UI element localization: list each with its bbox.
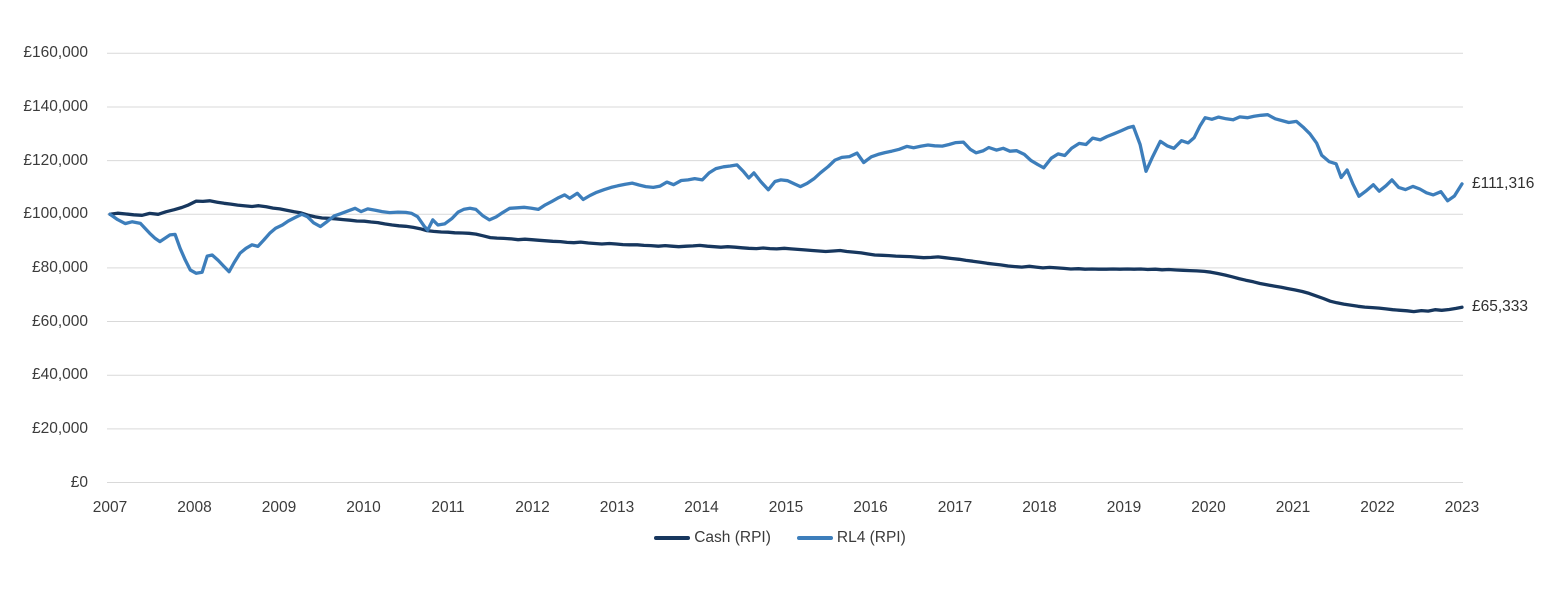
series-line-rl4-rpi- [108,113,1464,275]
x-axis-label: 2018 [1022,499,1057,516]
x-axis-label: 2021 [1275,499,1311,516]
x-axis-label: 2010 [346,499,381,516]
x-axis-label: 2009 [261,499,297,516]
x-axis-label: 2012 [515,499,550,516]
rl4-line-swatch [796,536,833,540]
x-axis-label: 2022 [1360,499,1395,516]
y-axis-label: £60,000 [31,312,88,330]
x-axis-label: 2016 [853,499,888,516]
rl4-end-value-label: £111,316 [1472,174,1535,192]
legend-label-rl4: RL4 (RPI) [836,529,906,546]
y-axis-label: £100,000 [23,205,88,223]
y-axis-label: £0 [70,473,88,491]
series-line-cash-rpi- [108,199,1464,314]
x-axis-label: 2014 [684,499,719,516]
x-axis-label: 2019 [1106,499,1142,516]
legend-item-rl4: RL4 (RPI) [796,529,906,547]
x-axis-label: 2011 [431,499,465,516]
x-axis-label: 2017 [937,499,973,516]
x-axis-label: 2008 [177,499,212,516]
x-axis-label: 2023 [1444,499,1480,516]
y-axis-label: £120,000 [23,151,88,169]
y-axis-label: £140,000 [23,97,88,115]
x-axis-label: 2015 [768,499,804,516]
y-axis-label: £40,000 [31,366,88,384]
cash-line-swatch [654,536,691,540]
x-axis-label: 2007 [92,499,128,516]
y-axis-label: £160,000 [23,44,88,62]
legend-label-cash: Cash (RPI) [694,529,771,546]
y-axis-label: £20,000 [31,419,88,437]
legend-item-cash: Cash (RPI) [654,529,771,547]
x-axis-label: 2020 [1191,499,1226,516]
cash-end-value-label: £65,333 [1472,298,1529,316]
x-axis-label: 2013 [599,499,635,516]
legend: Cash (RPI) RL4 (RPI) [0,526,1560,550]
y-axis-label: £80,000 [31,258,88,276]
